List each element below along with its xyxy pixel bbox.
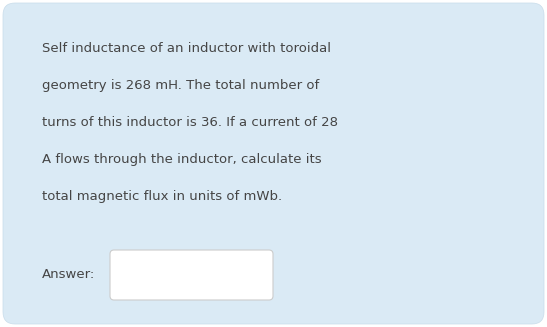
Text: Self inductance of an inductor with toroidal: Self inductance of an inductor with toro… [42,42,331,55]
Text: A flows through the inductor, calculate its: A flows through the inductor, calculate … [42,153,322,166]
Text: total magnetic flux in units of mWb.: total magnetic flux in units of mWb. [42,190,282,203]
Text: Answer:: Answer: [42,268,95,282]
Text: turns of this inductor is 36. If a current of 28: turns of this inductor is 36. If a curre… [42,116,338,129]
FancyBboxPatch shape [110,250,273,300]
FancyBboxPatch shape [3,3,544,324]
Text: geometry is 268 mH. The total number of: geometry is 268 mH. The total number of [42,79,319,92]
